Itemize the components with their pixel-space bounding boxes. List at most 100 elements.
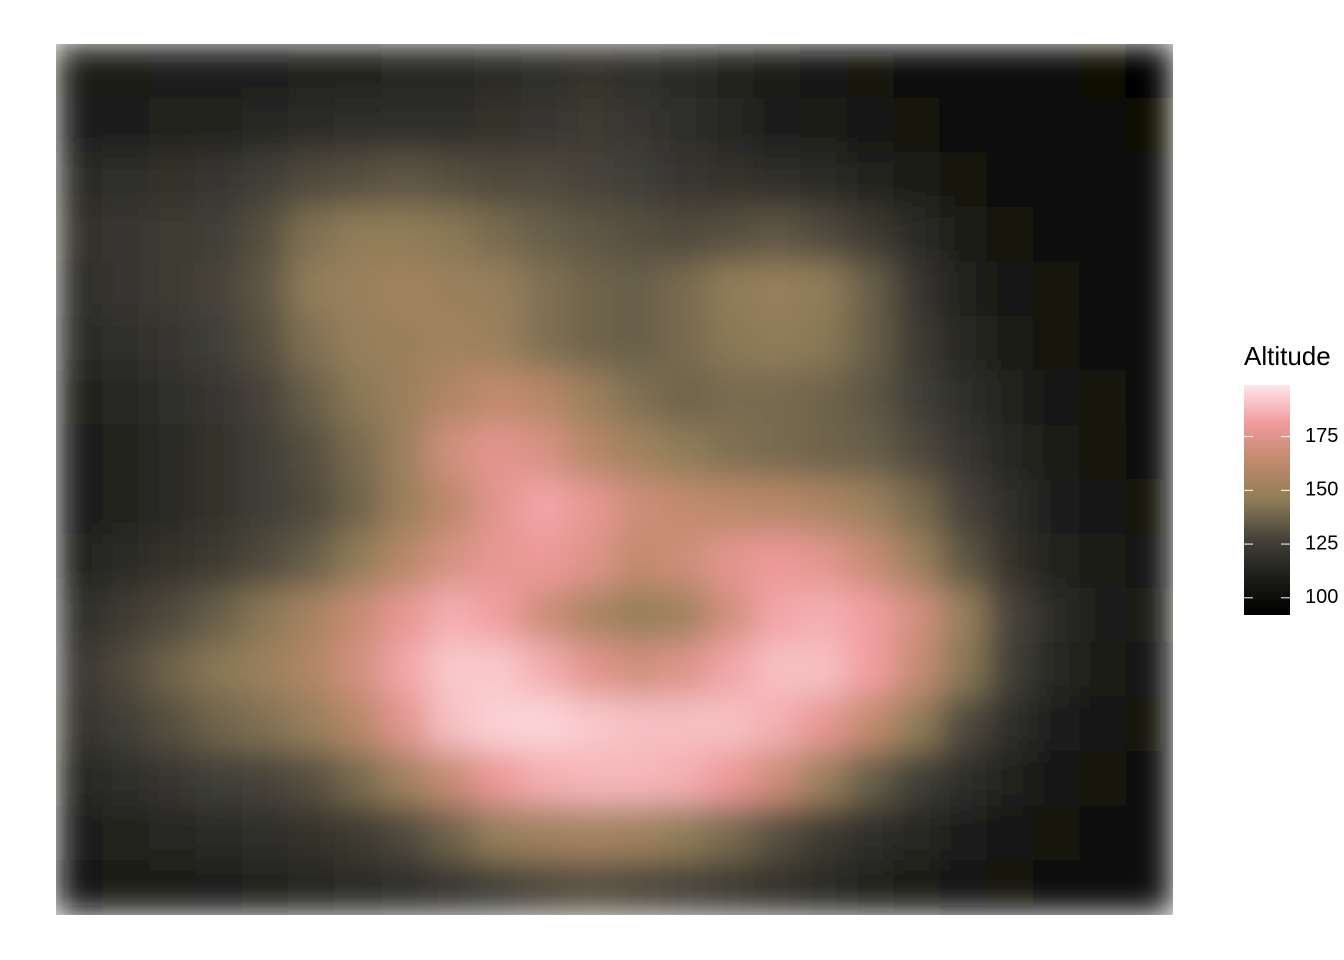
heatmap-cell [846, 642, 895, 698]
heatmap-cell [567, 805, 615, 862]
legend-title: Altitude [1244, 341, 1331, 371]
heatmap-cell [846, 44, 895, 99]
heatmap-cell [846, 152, 895, 208]
heatmap-cell [986, 696, 1034, 753]
heatmap-cell [288, 751, 336, 807]
heatmap-cell [614, 587, 662, 644]
heatmap-cell [614, 152, 662, 208]
heatmap-cell [846, 424, 895, 480]
heatmap-cell [1125, 479, 1173, 535]
heatmap-cell [474, 424, 522, 480]
heatmap-cell [753, 587, 802, 644]
heatmap-cell [753, 97, 802, 154]
heatmap-cell [893, 97, 941, 154]
heatmap-cell [1032, 587, 1081, 644]
heatmap-cell [800, 805, 848, 862]
heatmap-cell [1079, 424, 1127, 480]
heatmap-cell [427, 152, 476, 208]
heatmap-cell [707, 860, 755, 915]
heatmap-cell [1125, 315, 1173, 372]
heatmap-cell [195, 424, 243, 480]
heatmap-cell [986, 587, 1034, 644]
heatmap-cell [334, 152, 383, 208]
heatmap-cell [660, 152, 709, 208]
heatmap-cell [939, 860, 988, 915]
heatmap-cell [614, 479, 662, 535]
legend-ticks: 100 125 150 175 [1244, 425, 1338, 608]
heatmap-cell [195, 206, 243, 263]
heatmap-cell [102, 751, 150, 807]
heatmap-cell [381, 424, 429, 480]
heatmap-cell [288, 261, 336, 317]
heatmap-cell [893, 587, 941, 644]
heatmap-cell [660, 479, 709, 535]
heatmap-cell [102, 860, 150, 915]
heatmap-cell [893, 533, 941, 589]
heatmap-cell [288, 860, 336, 915]
heatmap-cell [195, 533, 243, 589]
heatmap-cell [474, 206, 522, 263]
heatmap-cell [1079, 97, 1127, 154]
heatmap-cell [56, 261, 104, 317]
heatmap-cell [1079, 152, 1127, 208]
heatmap-cell [707, 424, 755, 480]
heatmap-cell [939, 424, 988, 480]
heatmap-cell [520, 860, 569, 915]
heatmap-cell [102, 805, 150, 862]
heatmap-cell [56, 97, 104, 154]
heatmap-cell [800, 97, 848, 154]
heatmap-cell [614, 533, 662, 589]
heatmap-cell [148, 751, 197, 807]
heatmap-cell [707, 642, 755, 698]
heatmap-cell [427, 642, 476, 698]
heatmap-cell [707, 261, 755, 317]
heatmap-cell [1125, 805, 1173, 862]
heatmap-cell [427, 206, 476, 263]
heatmap-cell [427, 751, 476, 807]
heatmap-cell [800, 424, 848, 480]
heatmap-cell [614, 44, 662, 99]
heatmap-cell [614, 642, 662, 698]
heatmap-cell [195, 860, 243, 915]
heatmap-cell [893, 261, 941, 317]
heatmap-cell [334, 860, 383, 915]
heatmap-cell [56, 696, 104, 753]
heatmap-cell [334, 315, 383, 372]
heatmap-cell [520, 261, 569, 317]
heatmap-cell [148, 860, 197, 915]
heatmap-cell [288, 424, 336, 480]
heatmap-cell [381, 261, 429, 317]
heatmap-cell [381, 370, 429, 426]
heatmap-cell [381, 206, 429, 263]
heatmap-cell [1079, 206, 1127, 263]
heatmap-cell [986, 805, 1034, 862]
heatmap-cell [56, 805, 104, 862]
heatmap-cell [148, 261, 197, 317]
heatmap-cell [567, 696, 615, 753]
heatmap-cell [102, 370, 150, 426]
heatmap-cell [102, 152, 150, 208]
heatmap-cell [427, 696, 476, 753]
heatmap-cell [56, 315, 104, 372]
heatmap-cell [800, 479, 848, 535]
heatmap-cell [567, 860, 615, 915]
heatmap-cell [241, 44, 290, 99]
heatmap-cell [474, 642, 522, 698]
heatmap-cell [427, 44, 476, 99]
heatmap-cell [381, 479, 429, 535]
heatmap-cell [1125, 751, 1173, 807]
heatmap-cell [195, 97, 243, 154]
heatmap-cell [148, 479, 197, 535]
heatmap-cell [1079, 479, 1127, 535]
heatmap-cell [1032, 479, 1081, 535]
heatmap-cell [334, 696, 383, 753]
heatmap-cell [939, 751, 988, 807]
heatmap-cell [195, 44, 243, 99]
heatmap-cell [939, 97, 988, 154]
heatmap-cell [1079, 751, 1127, 807]
heatmap-cell [567, 642, 615, 698]
heatmap-cell [800, 696, 848, 753]
heatmap-cell [241, 424, 290, 480]
heatmap-cell [474, 97, 522, 154]
heatmap-cell [846, 860, 895, 915]
